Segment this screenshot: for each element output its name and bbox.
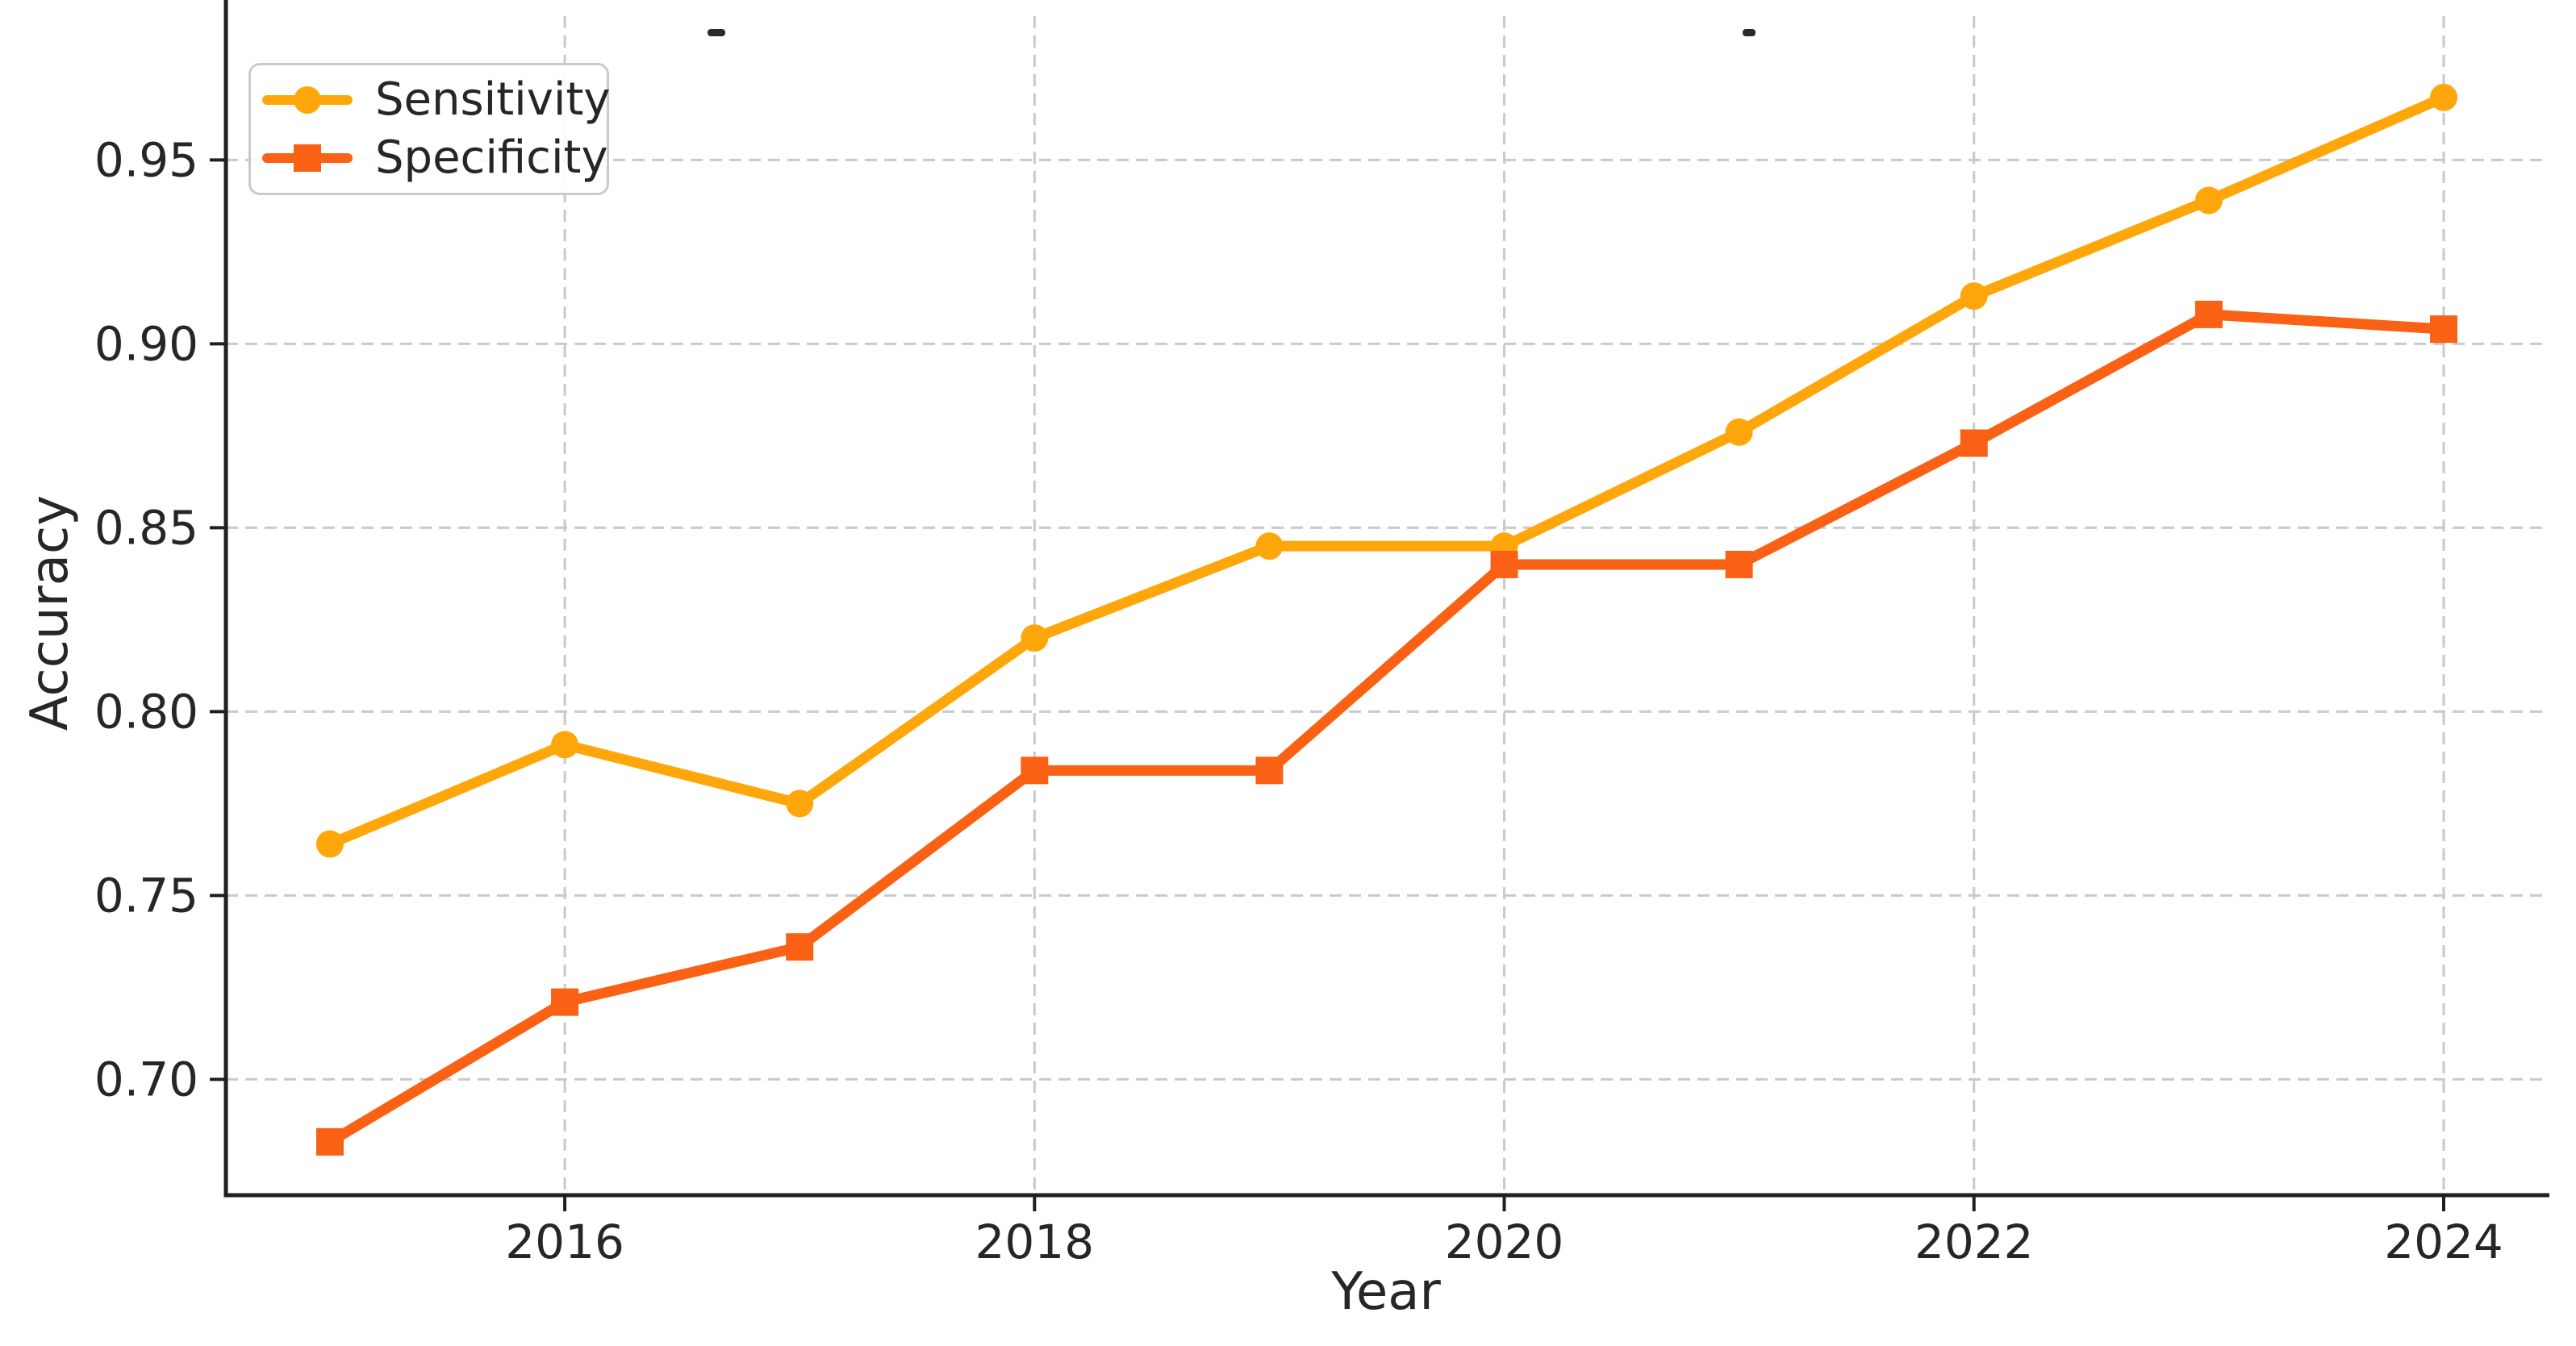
x-axis-label: Year <box>1331 1262 1441 1322</box>
cropped-title-artifact <box>708 29 725 36</box>
data-point-specificity <box>1725 550 1753 578</box>
data-point-sensitivity <box>1960 282 1988 310</box>
legend-item-specificity: Specificity <box>251 130 608 186</box>
y-tick-label: 0.95 <box>94 132 198 187</box>
cropped-title-artifact <box>1743 29 1756 36</box>
legend: Sensitivity Specificity <box>248 63 611 195</box>
data-point-specificity <box>786 933 814 961</box>
data-point-specificity <box>2429 315 2457 344</box>
y-tick-label: 0.80 <box>94 684 198 739</box>
x-tick-label: 2016 <box>505 1215 624 1269</box>
legend-item-sensitivity: Sensitivity <box>251 72 611 128</box>
legend-label-sensitivity: Sensitivity <box>375 73 611 126</box>
x-tick-label: 2024 <box>2384 1215 2503 1269</box>
x-tick-label: 2022 <box>1914 1215 2034 1269</box>
specificity-line-marker-icon <box>262 144 353 172</box>
data-point-sensitivity <box>2429 83 2457 111</box>
data-point-specificity <box>1255 756 1284 785</box>
data-point-sensitivity <box>551 731 579 759</box>
data-point-sensitivity <box>315 830 344 858</box>
data-point-specificity <box>551 988 579 1016</box>
data-point-sensitivity <box>786 790 814 818</box>
x-tick-label: 2018 <box>975 1215 1095 1269</box>
y-tick-label: 0.85 <box>94 500 198 555</box>
y-tick-label: 0.75 <box>94 868 198 923</box>
data-point-specificity <box>1021 756 1049 785</box>
legend-label-specificity: Specificity <box>375 131 608 184</box>
series-line-specificity <box>324 309 2449 1148</box>
data-point-sensitivity <box>2194 186 2223 215</box>
data-point-specificity <box>1960 429 1988 457</box>
data-point-sensitivity <box>1021 624 1049 652</box>
data-point-specificity <box>315 1127 344 1156</box>
y-tick-label: 0.70 <box>94 1052 198 1106</box>
data-point-specificity <box>2194 300 2223 328</box>
data-point-specificity <box>1490 550 1518 578</box>
sensitivity-line-marker-icon <box>262 86 353 114</box>
y-tick-label: 0.90 <box>94 316 198 371</box>
series-line-sensitivity <box>324 92 2449 850</box>
data-point-sensitivity <box>1725 418 1753 446</box>
data-point-sensitivity <box>1255 532 1284 560</box>
y-axis-label: Accuracy <box>20 494 80 731</box>
x-tick-label: 2020 <box>1445 1215 1564 1269</box>
